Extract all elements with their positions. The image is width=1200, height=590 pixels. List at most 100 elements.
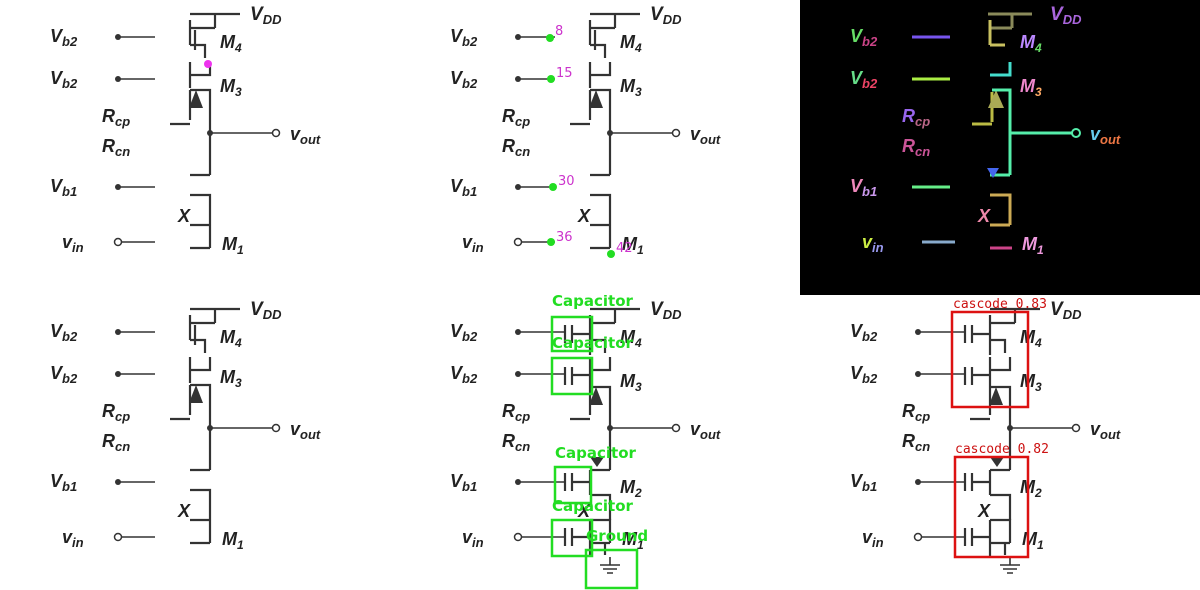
keypoint-8 xyxy=(546,34,554,42)
svg-text:Vb1: Vb1 xyxy=(450,176,477,199)
svg-text:Vb2: Vb2 xyxy=(50,363,78,386)
schematic-subcircuits: VDD Vb2 M4 Vb2 M3 Rcp Rcn vout Vb1 M2 X … xyxy=(850,297,1121,574)
svg-text:Rcn: Rcn xyxy=(902,431,930,454)
svg-text:VDD: VDD xyxy=(650,4,682,27)
svg-text:X: X xyxy=(977,501,991,521)
svg-text:M2: M2 xyxy=(620,477,642,500)
schematic-segmentation: VDD Vb2 M4 Vb2 M3 Rcp Rcn vout Vb1 X vin… xyxy=(800,0,1200,295)
svg-text:vout: vout xyxy=(1090,124,1121,147)
svg-text:Vb2: Vb2 xyxy=(450,26,478,49)
panel-original: VDD M4 Vb2 M3 Vb2 Rcp Rcn vout Vb1 xyxy=(0,0,400,295)
svg-text:Rcn: Rcn xyxy=(902,136,930,159)
keypoint-15 xyxy=(547,75,555,83)
svg-text:Vb2: Vb2 xyxy=(50,26,78,49)
schematic-original: VDD M4 Vb2 M3 Vb2 Rcp Rcn vout Vb1 xyxy=(50,4,321,257)
svg-text:Rcn: Rcn xyxy=(502,431,530,454)
svg-text:Vb2: Vb2 xyxy=(450,321,478,344)
svg-text:Vb1: Vb1 xyxy=(850,471,877,494)
svg-text:vin: vin xyxy=(62,527,84,550)
keypoint-42 xyxy=(607,250,615,258)
schematic-clean: VDD M4 Vb2 M3 Vb2 Rcp Rcn vout Vb1 X vin… xyxy=(50,299,321,552)
svg-text:vout: vout xyxy=(1090,419,1121,442)
svg-text:VDD: VDD xyxy=(250,299,282,322)
svg-text:Vb1: Vb1 xyxy=(450,471,477,494)
svg-text:Rcp: Rcp xyxy=(102,106,130,129)
svg-text:X: X xyxy=(177,206,191,226)
svg-text:Vb2: Vb2 xyxy=(450,68,478,91)
svg-text:M4: M4 xyxy=(1020,327,1042,350)
svg-text:VDD: VDD xyxy=(650,299,682,322)
svg-text:Rcp: Rcp xyxy=(902,106,930,129)
svg-text:M3: M3 xyxy=(1020,371,1042,394)
panel-component-detections: VDD Vb2 M4 Vb2 M3 Rcp Rcn vout Vb1 M2 X … xyxy=(400,295,800,590)
svg-text:Vb1: Vb1 xyxy=(50,471,77,494)
svg-text:M2: M2 xyxy=(1020,477,1042,500)
detection-box-capacitor-4 xyxy=(550,518,594,558)
svg-text:M1: M1 xyxy=(1022,529,1044,552)
keypoint-label-8: 8 xyxy=(555,24,563,39)
detection-label-cascode-1: cascode 0.83 xyxy=(953,297,1047,312)
schematic-components: VDD Vb2 M4 Vb2 M3 Rcp Rcn vout Vb1 M2 X … xyxy=(450,295,721,590)
svg-text:M4: M4 xyxy=(220,327,242,350)
svg-text:Rcp: Rcp xyxy=(902,401,930,424)
keypoint-36 xyxy=(547,238,555,246)
svg-text:VDD: VDD xyxy=(1050,4,1082,27)
svg-text:X: X xyxy=(577,501,591,521)
svg-text:Rcp: Rcp xyxy=(502,401,530,424)
detection-label-cascode-2: cascode 0.82 xyxy=(955,442,1049,457)
svg-text:vin: vin xyxy=(862,232,884,255)
svg-text:M1: M1 xyxy=(622,234,644,257)
svg-text:vout: vout xyxy=(690,419,721,442)
keypoint-label-30: 30 xyxy=(558,174,575,189)
svg-text:M3: M3 xyxy=(220,76,242,99)
svg-text:M1: M1 xyxy=(1022,234,1044,257)
svg-text:X: X xyxy=(177,501,191,521)
svg-text:vin: vin xyxy=(462,527,484,550)
detection-label-capacitor-1: Capacitor xyxy=(552,295,633,310)
detection-box-capacitor-1 xyxy=(550,315,594,353)
svg-text:vout: vout xyxy=(290,419,321,442)
svg-text:M3: M3 xyxy=(620,371,642,394)
detection-box-cascode-1 xyxy=(950,310,1030,409)
detection-label-capacitor-2: Capacitor xyxy=(552,334,633,352)
svg-text:vin: vin xyxy=(462,232,484,255)
panel-subcircuit-detections: VDD Vb2 M4 Vb2 M3 Rcp Rcn vout Vb1 M2 X … xyxy=(800,295,1200,590)
svg-text:Vb1: Vb1 xyxy=(850,176,877,199)
svg-text:M3: M3 xyxy=(220,367,242,390)
svg-text:M4: M4 xyxy=(1020,32,1042,55)
detection-label-capacitor-4: Capacitor xyxy=(552,497,633,515)
detection-label-ground: Ground xyxy=(586,527,648,545)
svg-text:M4: M4 xyxy=(220,32,242,55)
svg-text:Rcn: Rcn xyxy=(102,431,130,454)
svg-text:Rcp: Rcp xyxy=(102,401,130,424)
svg-text:Vb2: Vb2 xyxy=(450,363,478,386)
keypoint-label-15: 15 xyxy=(556,66,573,81)
keypoint-label-36: 36 xyxy=(556,230,573,245)
keypoint-label-42: 42 xyxy=(616,241,633,256)
detection-box-capacitor-3 xyxy=(553,465,593,505)
schematic-keypoints: VDD M4 Vb2 M3 Vb2 Rcp Rcn vout Vb1 X vin… xyxy=(450,4,721,258)
svg-text:M1: M1 xyxy=(622,529,644,552)
svg-text:Vb2: Vb2 xyxy=(50,321,78,344)
svg-text:M4: M4 xyxy=(620,327,642,350)
panel-segmentation: VDD Vb2 M4 Vb2 M3 Rcp Rcn vout Vb1 X vin… xyxy=(800,0,1200,295)
svg-text:M3: M3 xyxy=(620,76,642,99)
svg-text:vin: vin xyxy=(862,527,884,550)
detection-box-ground xyxy=(584,548,639,590)
svg-text:Rcn: Rcn xyxy=(502,136,530,159)
svg-text:VDD: VDD xyxy=(250,4,282,27)
detection-box-cascode-2 xyxy=(953,455,1030,559)
panel-clean: VDD M4 Vb2 M3 Vb2 Rcp Rcn vout Vb1 X vin… xyxy=(0,295,400,590)
svg-text:Rcn: Rcn xyxy=(102,136,130,159)
svg-text:X: X xyxy=(577,206,591,226)
svg-text:Vb2: Vb2 xyxy=(850,68,878,91)
svg-text:VDD: VDD xyxy=(1050,299,1082,322)
svg-text:vin: vin xyxy=(62,232,84,255)
svg-text:Vb1: Vb1 xyxy=(50,176,77,199)
svg-text:vout: vout xyxy=(290,124,321,147)
keypoint-30 xyxy=(549,183,557,191)
detection-label-capacitor-3: Capacitor xyxy=(555,444,636,462)
svg-text:Vb2: Vb2 xyxy=(850,363,878,386)
detection-box-capacitor-2 xyxy=(550,356,594,396)
svg-text:Rcp: Rcp xyxy=(502,106,530,129)
